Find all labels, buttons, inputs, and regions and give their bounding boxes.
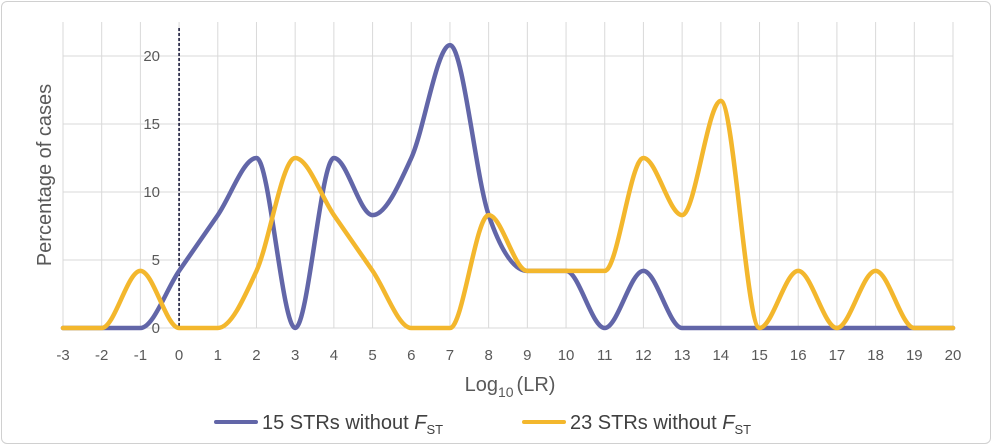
series-line-15-strs <box>60 42 956 331</box>
y-tick-labels: 0 5 10 15 20 <box>143 48 160 337</box>
x-tick-label: -3 <box>56 347 69 364</box>
y-tick-label: 20 <box>143 48 160 65</box>
legend-label-15-strs-text: 15 STRs without <box>262 412 414 434</box>
grid <box>62 22 954 329</box>
x-tick-label: -1 <box>134 347 147 364</box>
x-tick-label: 9 <box>523 347 531 364</box>
x-tick-label: -2 <box>95 347 108 364</box>
x-axis-title-subscript: 10 <box>498 384 514 400</box>
x-tick-label: 8 <box>484 347 492 364</box>
x-axis-title-rest: (LR) <box>517 374 556 396</box>
x-axis-title: Log10 (LR) <box>465 374 556 400</box>
series-line-23-strs <box>60 98 956 331</box>
legend-label-23-strs-text: 23 STRs without <box>570 412 722 434</box>
series-group <box>60 42 956 331</box>
x-tick-label: 16 <box>790 347 807 364</box>
legend-item-23-strs: 23 STRs without FST <box>522 412 751 437</box>
x-tick-label: 4 <box>330 347 338 364</box>
x-tick-label: 12 <box>635 347 652 364</box>
x-tick-label: 20 <box>945 347 962 364</box>
x-tick-labels: -3 -2 -1 0 1 2 3 4 5 6 7 8 9 10 11 12 13 14 15 16 17 18 19 20 <box>56 347 961 364</box>
legend-item-15-strs: 15 STRs without FST <box>214 412 443 437</box>
x-axis-title-base: Log <box>465 374 498 396</box>
y-tick-label: 5 <box>152 252 160 269</box>
x-tick-label: 10 <box>558 347 575 364</box>
x-tick-label: 18 <box>867 347 884 364</box>
legend-label-23-strs: 23 STRs without FST <box>570 412 751 437</box>
x-tick-label: 7 <box>446 347 454 364</box>
x-tick-label: 0 <box>175 347 183 364</box>
y-axis-title: Percentage of cases <box>34 84 56 266</box>
x-tick-label: 17 <box>829 347 846 364</box>
legend-label-23-strs-sub: ST <box>735 422 752 437</box>
x-tick-label: 19 <box>906 347 923 364</box>
x-tick-label: 15 <box>751 347 768 364</box>
legend-label-15-strs-italic: F <box>414 412 428 434</box>
x-tick-label: 6 <box>407 347 415 364</box>
x-tick-label: 5 <box>368 347 376 364</box>
legend: 15 STRs without FST 23 STRs without FST <box>214 412 751 437</box>
x-tick-label: 14 <box>712 347 729 364</box>
x-tick-label: 1 <box>214 347 222 364</box>
x-tick-label: 3 <box>291 347 299 364</box>
y-tick-label: 0 <box>152 320 160 337</box>
x-tick-label: 13 <box>674 347 691 364</box>
y-tick-label: 10 <box>143 184 160 201</box>
x-tick-label: 11 <box>597 347 613 364</box>
legend-label-23-strs-italic: F <box>722 412 736 434</box>
legend-label-15-strs-sub: ST <box>427 422 444 437</box>
x-tick-label: 2 <box>252 347 260 364</box>
y-tick-label: 15 <box>143 116 160 133</box>
legend-label-15-strs: 15 STRs without FST <box>262 412 443 437</box>
